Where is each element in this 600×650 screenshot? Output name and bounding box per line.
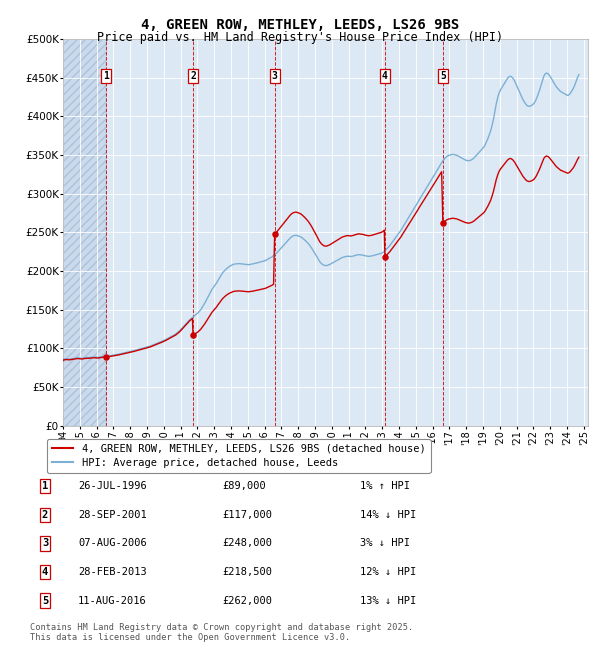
Text: 07-AUG-2006: 07-AUG-2006 bbox=[78, 538, 147, 549]
Point bbox=[270, 229, 280, 239]
Text: £218,500: £218,500 bbox=[222, 567, 272, 577]
Text: 26-JUL-1996: 26-JUL-1996 bbox=[78, 481, 147, 491]
Text: 3: 3 bbox=[42, 538, 48, 549]
Text: 1: 1 bbox=[103, 71, 109, 81]
Point bbox=[101, 352, 111, 362]
Point bbox=[438, 218, 448, 228]
Text: 28-SEP-2001: 28-SEP-2001 bbox=[78, 510, 147, 520]
Text: 4: 4 bbox=[42, 567, 48, 577]
Text: 14% ↓ HPI: 14% ↓ HPI bbox=[360, 510, 416, 520]
Point bbox=[380, 252, 390, 262]
Text: 2: 2 bbox=[42, 510, 48, 520]
Text: 12% ↓ HPI: 12% ↓ HPI bbox=[360, 567, 416, 577]
Text: 5: 5 bbox=[42, 595, 48, 606]
Text: £248,000: £248,000 bbox=[222, 538, 272, 549]
Legend: 4, GREEN ROW, METHLEY, LEEDS, LS26 9BS (detached house), HPI: Average price, det: 4, GREEN ROW, METHLEY, LEEDS, LS26 9BS (… bbox=[47, 439, 431, 473]
Text: 3% ↓ HPI: 3% ↓ HPI bbox=[360, 538, 410, 549]
Text: 5: 5 bbox=[440, 71, 446, 81]
Text: 28-FEB-2013: 28-FEB-2013 bbox=[78, 567, 147, 577]
Text: £117,000: £117,000 bbox=[222, 510, 272, 520]
Text: 4, GREEN ROW, METHLEY, LEEDS, LS26 9BS: 4, GREEN ROW, METHLEY, LEEDS, LS26 9BS bbox=[141, 18, 459, 32]
Text: £262,000: £262,000 bbox=[222, 595, 272, 606]
Text: Price paid vs. HM Land Registry's House Price Index (HPI): Price paid vs. HM Land Registry's House … bbox=[97, 31, 503, 44]
Text: 4: 4 bbox=[382, 71, 388, 81]
Text: 11-AUG-2016: 11-AUG-2016 bbox=[78, 595, 147, 606]
Text: Contains HM Land Registry data © Crown copyright and database right 2025.
This d: Contains HM Land Registry data © Crown c… bbox=[30, 623, 413, 642]
Text: 1: 1 bbox=[42, 481, 48, 491]
Text: 13% ↓ HPI: 13% ↓ HPI bbox=[360, 595, 416, 606]
Point bbox=[188, 330, 198, 341]
Bar bbox=[63, 39, 106, 426]
Text: 2: 2 bbox=[190, 71, 196, 81]
Text: £89,000: £89,000 bbox=[222, 481, 266, 491]
Text: 3: 3 bbox=[272, 71, 278, 81]
Text: 1% ↑ HPI: 1% ↑ HPI bbox=[360, 481, 410, 491]
